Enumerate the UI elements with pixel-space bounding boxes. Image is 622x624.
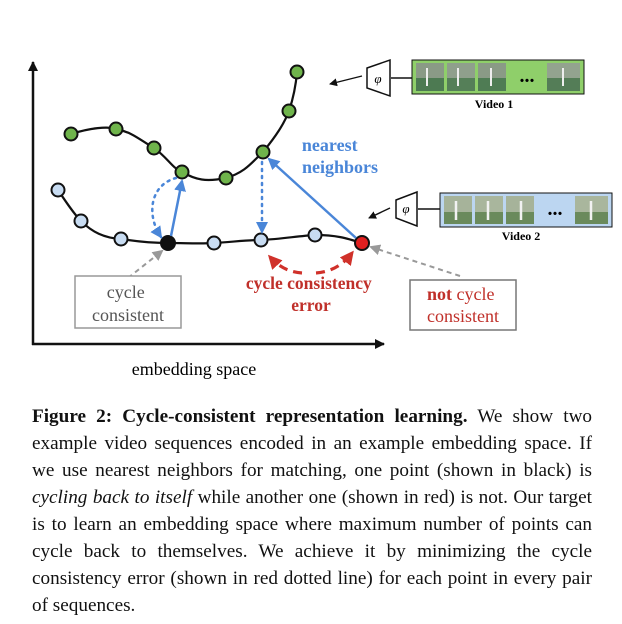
video1-point xyxy=(218,170,234,186)
video1-point xyxy=(174,164,190,180)
video2-label: Video 2 xyxy=(502,229,541,243)
video1-point xyxy=(255,144,271,160)
caption-label: Figure 2: Cycle-consistent representatio… xyxy=(32,406,468,427)
video2-filmstrip xyxy=(439,192,613,228)
video1-point xyxy=(289,64,305,80)
cycle-error-arrow xyxy=(267,254,303,275)
video1-points xyxy=(63,64,305,186)
nn-return-arrow-black xyxy=(150,176,178,239)
phi-symbol: φ xyxy=(402,201,409,216)
nn-arrow-red xyxy=(267,157,357,239)
cycle-consistent-label: cycle consistent xyxy=(92,282,164,325)
video1-point xyxy=(108,121,124,137)
nn-arrow-black xyxy=(169,179,186,237)
cycle-error-arrow xyxy=(315,250,354,275)
video1-label: Video 1 xyxy=(475,97,514,111)
encoder-arrow-video1 xyxy=(329,75,363,87)
video1-point xyxy=(281,103,297,119)
encoder-phi-icon xyxy=(366,58,391,98)
figure-caption: Figure 2: Cycle-consistent representatio… xyxy=(32,406,593,616)
axes xyxy=(28,61,385,349)
guide-arrow-not-consistent xyxy=(369,244,461,277)
video2-ellipsis: ... xyxy=(548,198,563,220)
video2-points xyxy=(50,182,323,251)
figure-diagram: embedding space nearest neighbors xyxy=(28,58,613,379)
cycle-error-label: cycle consistency error xyxy=(246,273,376,315)
video2-point xyxy=(307,227,323,243)
video1-point xyxy=(146,140,162,156)
cycle-consistent-box xyxy=(74,275,182,329)
video2-point xyxy=(113,231,129,247)
encoder-phi-icon xyxy=(395,190,418,228)
phi-symbol: φ xyxy=(374,71,381,86)
inconsistent-point-red xyxy=(354,235,370,251)
video2-point xyxy=(73,213,89,229)
video1-filmstrip xyxy=(411,59,585,95)
encoder-arrow-video2 xyxy=(368,207,391,219)
neighbor-arrows xyxy=(150,157,357,239)
axis-label: embedding space xyxy=(132,359,256,379)
video2-point xyxy=(50,182,66,198)
video2-point xyxy=(206,235,222,251)
video1-ellipsis: ... xyxy=(520,65,535,87)
not-consistent-box xyxy=(409,279,517,331)
nearest-neighbors-label: nearest neighbors xyxy=(302,135,378,177)
not-consistent-label: not cycle consistent xyxy=(427,284,499,326)
guide-arrow-consistent xyxy=(127,249,164,279)
video1-point xyxy=(63,126,79,142)
video2-point xyxy=(253,232,269,248)
caption-emphasis: cycling back to itself xyxy=(32,487,193,508)
consistent-point-black xyxy=(160,235,176,251)
